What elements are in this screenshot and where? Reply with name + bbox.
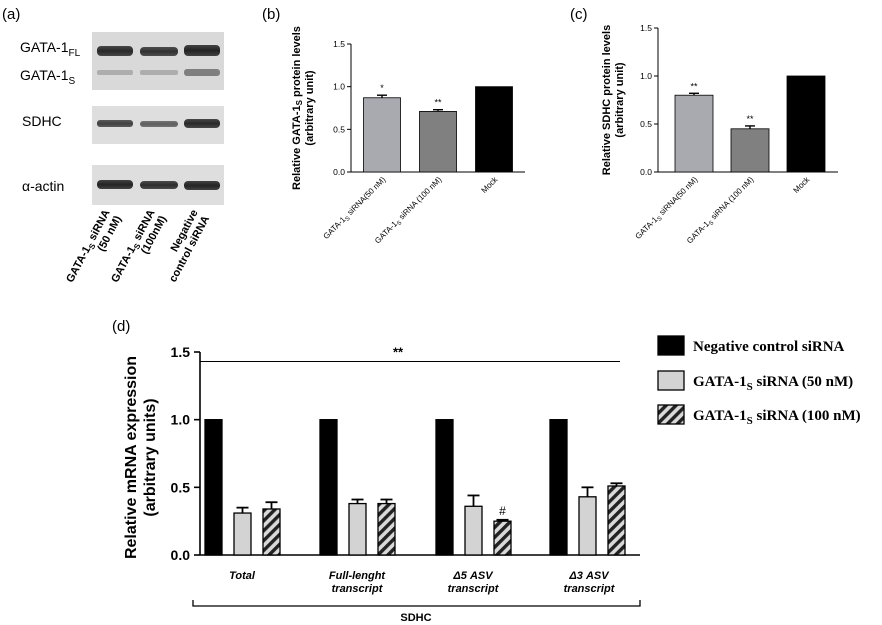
bar: [475, 86, 513, 173]
panel-b-label: (b): [262, 6, 280, 23]
band-gata1-s-lane2: [140, 70, 178, 75]
bar: [674, 94, 714, 173]
band-sdhc-lane2: [140, 121, 178, 127]
y-tick-label: 1.5: [171, 344, 191, 360]
y-tick-label: 1.5: [640, 23, 652, 33]
significance-mark: #: [499, 504, 506, 518]
band-gata1-fl-lane3: [184, 45, 220, 56]
blot-strip-gata1: [92, 32, 224, 90]
bar: [464, 505, 483, 556]
band-actin-lane2: [140, 181, 178, 189]
panel-a-label: (a): [2, 6, 20, 23]
panel-a: (a) GATA-1FL GATA-1S SDHC α-actin: [2, 6, 224, 285]
band-gata1-s-lane3: [184, 69, 220, 76]
band-label-gata1-fl: GATA-1FL: [20, 39, 81, 59]
band-sdhc-lane1: [97, 120, 133, 127]
bar: [233, 512, 252, 556]
band-sdhc-lane3: [184, 119, 220, 128]
bar: [262, 508, 281, 556]
y-tick-label: 1.5: [333, 39, 345, 49]
x-tick-label-line2: transcript: [332, 583, 384, 595]
x-tick-label: GATA-1S siRNA (100 nM): [373, 175, 445, 247]
bar: [419, 111, 457, 173]
y-axis-label-line2: (arbitrary unit): [304, 70, 316, 146]
y-axis-label: Relative GATA-1S protein levels: [291, 26, 304, 190]
significance-mark: *: [380, 83, 384, 93]
panel-c: (c) 0.0 0.5 1.0 1.5 Relative SDHC protein le…: [570, 6, 838, 247]
y-tick-label: 0.5: [333, 124, 345, 134]
y-tick-label: 0.0: [333, 167, 345, 177]
chart-b: 0.0 0.5 1.0 1.5 Relative GATA-1S protein lev…: [291, 26, 525, 247]
legend-entry: GATA-1S siRNA (50 nM): [693, 374, 853, 393]
panel-d: (d) 0.0 0.5 1.0 1.5 Relative mRNA expression…: [112, 318, 861, 624]
y-tick-label: 0.0: [171, 547, 191, 563]
chart-d-legend: Negative control siRNA GATA-1S siRNA (50 …: [657, 335, 861, 427]
y-axis-label: Relative mRNA expression: [123, 356, 140, 559]
legend-swatch: [657, 335, 685, 356]
significance-mark: **: [746, 114, 754, 124]
band-actin-lane3: [184, 181, 220, 190]
y-axis-label-line2: (arbitrary unit): [614, 62, 626, 138]
group-label: SDHC: [400, 612, 431, 624]
legend-swatch: [657, 404, 685, 425]
legend-entry: GATA-1S siRNA (100 nM): [693, 408, 861, 427]
x-tick-label: Total: [229, 570, 256, 582]
x-tick-label: Δ5 ASV: [452, 570, 494, 582]
band-actin-lane1: [97, 180, 133, 189]
y-tick-label: 1.0: [171, 412, 191, 428]
band-label-gata1-s: GATA-1S: [20, 67, 76, 87]
band-gata1-fl-lane2: [140, 47, 178, 56]
bar: [607, 485, 626, 556]
x-tick-label-line2: transcript: [564, 583, 616, 595]
bar: [348, 502, 367, 556]
group-bracket: [192, 600, 641, 607]
y-tick-label: 0.5: [171, 479, 191, 495]
band-label-alpha-actin: α-actin: [22, 178, 64, 194]
y-tick-label: 0.0: [640, 167, 652, 177]
significance-mark: **: [434, 98, 442, 108]
y-tick-label: 0.5: [640, 119, 652, 129]
x-tick-label: GATA-1S siRNA (100 nM): [685, 175, 757, 247]
legend-swatch: [657, 370, 685, 391]
x-tick-label: Mock: [480, 174, 501, 195]
significance-mark: **: [690, 81, 698, 91]
bar: [549, 419, 568, 556]
bar: [319, 419, 338, 556]
overall-significance: **: [393, 344, 404, 359]
y-axis-label: Relative SDHC protein levels: [601, 25, 613, 175]
bar: [493, 520, 512, 556]
bar: [204, 419, 223, 556]
band-gata1-fl-lane1: [97, 46, 133, 56]
panel-b: (b) 0.0 0.5 1.0 1.5 Relative GATA-1S protein…: [262, 6, 525, 247]
band-gata1-s-lane1: [97, 70, 133, 75]
panel-d-label: (d): [112, 318, 130, 335]
y-tick-label: 1.0: [640, 71, 652, 81]
bar: [377, 502, 396, 556]
chart-d: 0.0 0.5 1.0 1.5 Relative mRNA expression (arb…: [123, 344, 641, 624]
bar: [578, 496, 597, 556]
x-tick-label: Mock: [792, 174, 813, 195]
bar: [435, 419, 454, 556]
x-tick-label: Full-lenght: [329, 570, 387, 582]
legend-entry: Negative control siRNA: [693, 339, 845, 355]
chart-c: 0.0 0.5 1.0 1.5 Relative SDHC protein levels…: [601, 23, 838, 247]
y-tick-label: 1.0: [333, 82, 345, 92]
panel-c-label: (c): [570, 6, 588, 23]
band-label-sdhc: SDHC: [22, 113, 62, 129]
x-tick-label: Δ3 ASV: [568, 570, 610, 582]
bar: [730, 128, 770, 173]
y-axis-label-line2: (arbitrary units): [142, 398, 159, 516]
bar: [363, 97, 401, 173]
bar: [786, 75, 826, 173]
x-tick-label-line2: transcript: [448, 583, 500, 595]
